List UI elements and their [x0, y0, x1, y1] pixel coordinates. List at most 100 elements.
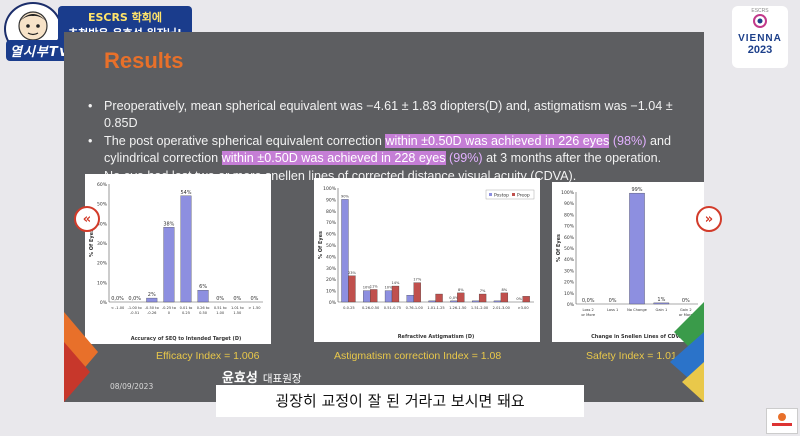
x-tick-label: 0.51-0.75 — [384, 306, 401, 310]
x-tick-label: 0.26-0.50 — [362, 306, 380, 310]
bar-preop — [478, 293, 487, 303]
data-label: 2% — [148, 292, 156, 298]
legend-swatch — [512, 193, 515, 196]
y-tick-label: 100% — [323, 186, 337, 192]
prev-slide-button[interactable]: « — [74, 206, 100, 232]
data-label: 0,0% — [449, 296, 459, 300]
y-tick-label: 50% — [564, 246, 575, 252]
x-tick-label: Loss 1 — [607, 308, 618, 312]
bar-preop — [370, 289, 378, 303]
y-axis-title: % Of Eyes — [89, 229, 95, 257]
bar — [180, 195, 192, 303]
bullet-text: cylindrical correction — [104, 151, 222, 165]
bar-preop — [457, 292, 465, 303]
y-tick-label: 90% — [564, 201, 575, 207]
data-label: 10% — [363, 286, 372, 290]
bar-preop — [500, 292, 509, 303]
bar-postop — [363, 290, 371, 303]
y-tick-label: 100% — [561, 190, 575, 196]
x-tick-label: 2.01-3.00 — [493, 306, 511, 310]
y-tick-label: 20% — [97, 261, 108, 267]
x-axis-title: Accuracy of SEQ to Intended Target (D) — [131, 336, 242, 342]
next-slide-button[interactable]: » — [696, 206, 722, 232]
y-tick-label: 0% — [100, 300, 108, 306]
chevrons-right-icon: » — [704, 211, 714, 227]
y-tick-label: 70% — [564, 224, 575, 230]
data-label: 14% — [391, 281, 400, 285]
speaker-caption: 윤효성 대표원장 — [222, 367, 302, 386]
data-label: 11% — [370, 284, 379, 288]
bullet-text: Preoperatively, mean spherical equivalen… — [104, 99, 673, 130]
bar-preop — [348, 275, 356, 303]
x-tick-label: < -1.00 — [111, 306, 125, 310]
speaker-name: 윤효성 — [222, 371, 258, 386]
x-tick-label: Gain 2 — [680, 308, 692, 312]
presentation-slide: Results Preoperatively, mean spherical e… — [64, 32, 704, 402]
data-label: 0% — [516, 297, 522, 301]
data-label: 0% — [233, 296, 241, 302]
bar-postop — [493, 300, 502, 303]
chart-refractive-astigmatism-svg: 0% 10% 20% 30% 40% 50% 60% 70% 80% 90% 100% % Of Ey… — [318, 186, 535, 340]
y-tick-label: 10% — [326, 289, 337, 295]
x-tick-label: 1.00 — [216, 311, 225, 315]
y-axis-title: % Of Eyes — [556, 234, 562, 262]
y-tick-label: 0% — [329, 300, 337, 306]
highlight-percent: (98%) — [612, 134, 647, 148]
data-label: 1% — [657, 297, 665, 303]
y-tick-label: 80% — [326, 209, 337, 215]
data-label: 8% — [458, 288, 464, 292]
data-label: 54% — [180, 190, 191, 196]
banner-line-1: ESCRS 학회에 — [87, 11, 163, 24]
x-tick-label: 1.26-1.50 — [449, 306, 467, 310]
bullet-text: at 3 months after the operation. — [482, 151, 662, 165]
y-tick-label: 40% — [326, 254, 337, 260]
data-label: 23% — [348, 271, 357, 275]
y-tick-label: 50% — [326, 243, 337, 249]
highlight-percent: (99%) — [449, 151, 483, 165]
x-tick-label: -0.51 — [130, 311, 139, 315]
y-tick-label: 50% — [97, 202, 108, 208]
bar — [653, 302, 670, 305]
x-tick-label: 0.25 — [182, 311, 190, 315]
x-tick-label: >3.00 — [518, 306, 530, 310]
data-label: 8% — [502, 288, 508, 292]
x-axis-title: Refractive Astigmatism (D) — [398, 334, 475, 340]
bar-postop — [450, 300, 458, 303]
slide-left-decoration — [64, 312, 98, 402]
bar-preop — [391, 285, 400, 303]
x-tick-label: > 1.50 — [248, 306, 261, 310]
astigmatism-index: Astigmatism correction Index = 1.08 — [334, 350, 502, 362]
x-tick-label: 1.51-2.00 — [471, 306, 489, 310]
video-subtitle: 굉장히 교정이 잘 된 거라고 보시면 돼요 — [216, 385, 584, 417]
escrs-city: VIENNA — [738, 33, 782, 44]
data-label: 7% — [480, 289, 486, 293]
bullet-text: The post operative spherical equivalent … — [104, 134, 386, 148]
legend-swatch — [489, 193, 492, 196]
bar-preop — [522, 296, 530, 303]
y-tick-label: 10% — [97, 280, 108, 286]
escrs-year: 2023 — [747, 44, 773, 56]
x-tick-label: Loss 2 — [583, 308, 594, 312]
escrs-emblem-icon — [753, 14, 767, 28]
data-label: 0,0% — [111, 296, 124, 302]
chart-cdva-change: 0% 10% 20% 30% 40% 50% 60% 70% 80% 90% 100% % Of Ey… — [552, 182, 704, 342]
x-tick-label: -0.50 to — [145, 306, 159, 310]
x-tick-label: 0.51 to — [214, 306, 227, 310]
x-tick-label: or More — [581, 313, 596, 317]
highlight-text: within ±0.50D was achieved in 228 eyes — [221, 151, 446, 165]
x-tick-label: 0.01 to — [180, 306, 193, 310]
y-tick-label: 0% — [567, 302, 575, 308]
data-label: 0% — [216, 296, 224, 302]
x-tick-label: No Change — [627, 308, 648, 312]
y-tick-label: 60% — [326, 232, 337, 238]
y-tick-label: 90% — [326, 197, 337, 203]
broadcast-corner-logo — [766, 408, 798, 434]
x-tick-label: 1.01-1.25 — [427, 306, 444, 310]
bar — [163, 227, 175, 303]
results-bullets: Preoperatively, mean spherical equivalen… — [86, 98, 696, 186]
data-label: 0% — [682, 298, 690, 304]
y-tick-label: 10% — [564, 291, 575, 297]
bar-preop — [435, 293, 443, 303]
speaker-role: 대표원장 — [262, 373, 302, 385]
efficacy-index: Efficacy Index = 1.006 — [156, 350, 260, 362]
